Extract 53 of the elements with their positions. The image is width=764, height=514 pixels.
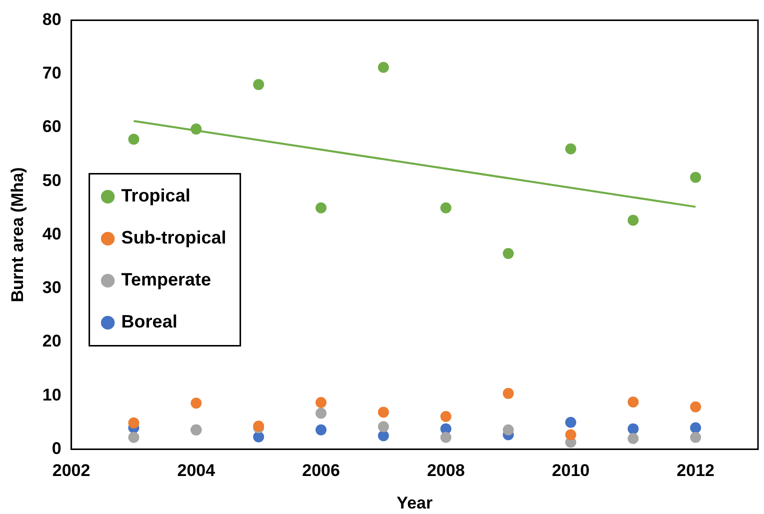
y-tick-label: 60 [42, 117, 62, 136]
point [690, 432, 702, 443]
point [316, 408, 327, 419]
point [190, 124, 202, 135]
x-axis-title: Year [396, 493, 433, 512]
y-tick-label: 70 [42, 64, 62, 83]
point [378, 430, 389, 442]
point [690, 172, 702, 183]
point [440, 432, 452, 443]
point [628, 396, 639, 408]
point [128, 134, 140, 145]
point [190, 398, 202, 409]
legend-label: Sub-tropical [121, 228, 226, 248]
point [253, 431, 264, 442]
legend-label: Tropical [121, 186, 190, 206]
point [440, 410, 452, 422]
point [440, 202, 452, 214]
point [128, 432, 140, 443]
y-tick-label: 10 [42, 385, 62, 404]
y-tick-label: 0 [52, 438, 62, 458]
point [502, 248, 514, 259]
point [378, 406, 389, 418]
y-tick-label: 40 [42, 224, 62, 244]
point [253, 79, 264, 90]
point [128, 417, 140, 428]
y-tick-label: 80 [42, 10, 62, 29]
point [378, 421, 389, 432]
x-tick-label: 2002 [52, 461, 90, 480]
point [565, 143, 576, 154]
y-tick-label: 20 [42, 332, 62, 351]
x-tick-label: 2008 [426, 461, 465, 480]
y-tick-label: 30 [42, 278, 62, 298]
x-tick-label: 2006 [302, 461, 340, 480]
x-tick-label: 2010 [552, 461, 590, 480]
point [316, 424, 327, 436]
point [565, 429, 576, 440]
x-tick-label: 2004 [177, 461, 216, 480]
point [565, 416, 576, 428]
point [628, 423, 639, 434]
point [690, 401, 702, 412]
point [316, 202, 327, 214]
legend-label: Boreal [121, 312, 178, 332]
y-tick-label: 50 [42, 170, 62, 190]
point [316, 397, 327, 408]
point [502, 388, 514, 399]
legend-label: Temperate [121, 270, 212, 290]
point [690, 422, 702, 434]
point [628, 432, 639, 444]
point [378, 62, 389, 73]
point [502, 424, 514, 436]
y-axis-title: Burnt area (Mha) [8, 167, 27, 302]
point [628, 214, 639, 226]
x-tick-label: 2012 [676, 461, 714, 480]
